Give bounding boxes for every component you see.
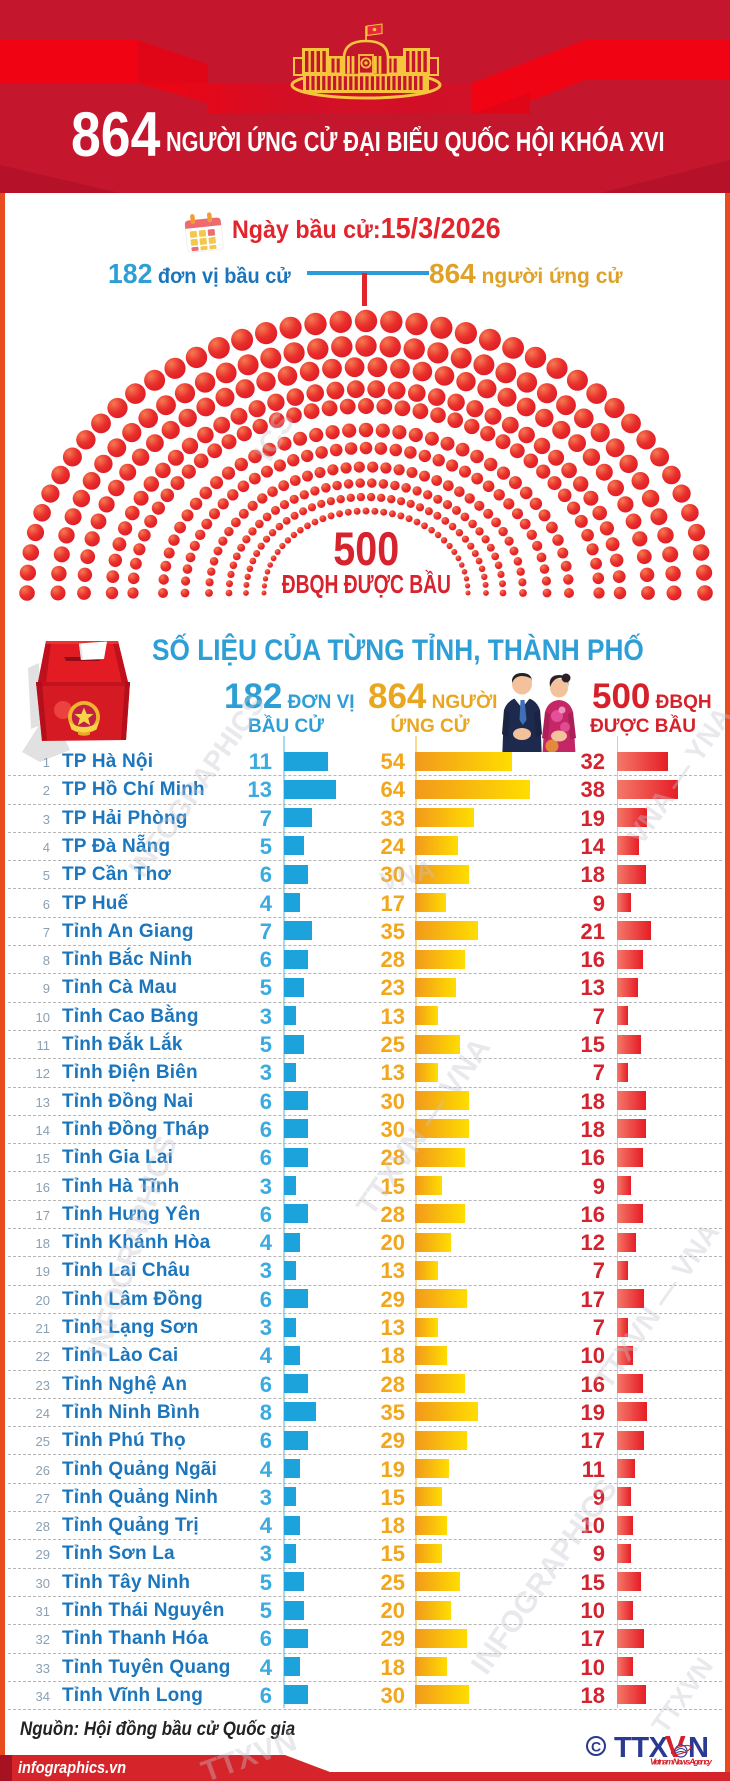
svg-text:N: N (688, 1732, 709, 1764)
svg-text:TTX: TTX (614, 1732, 669, 1764)
svg-text:C: C (591, 1739, 601, 1755)
svg-text:Vietnam News Agency: Vietnam News Agency (650, 1757, 713, 1767)
